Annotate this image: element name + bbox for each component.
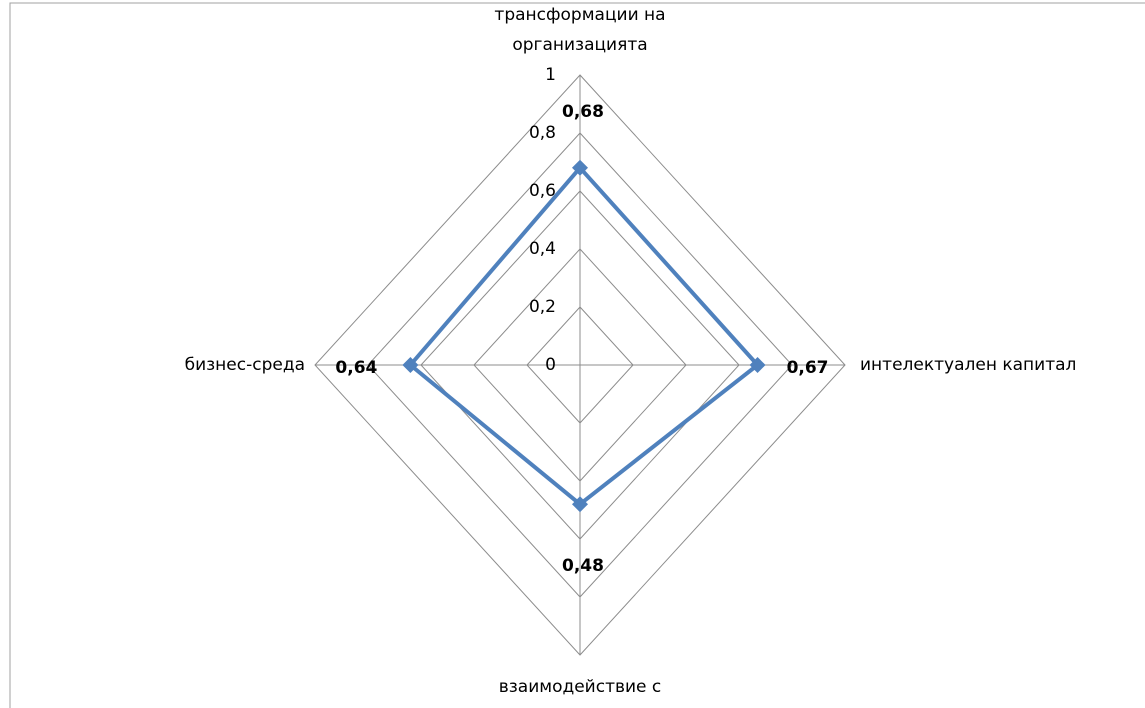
data-label: 0,48 bbox=[562, 556, 604, 576]
series-line bbox=[408, 165, 760, 507]
data-label: 0,68 bbox=[562, 102, 604, 122]
category-label: бизнес-среда bbox=[184, 355, 305, 375]
tick-label: 0 bbox=[545, 355, 556, 375]
tick-label: 1 bbox=[545, 65, 556, 85]
category-label: трансформации на организацията bbox=[494, 5, 666, 55]
point-marker bbox=[572, 496, 588, 513]
point-marker bbox=[749, 357, 766, 373]
category-label: интелектуален капитал bbox=[860, 355, 1077, 375]
category-label: взаимодействие с bbox=[498, 677, 662, 697]
tick-label: 0,6 bbox=[529, 181, 556, 201]
tick-label: 0,2 bbox=[529, 297, 556, 317]
point-marker bbox=[402, 357, 419, 373]
data-label: 0,67 bbox=[787, 358, 829, 378]
tick-label: 0,4 bbox=[529, 239, 556, 259]
point-marker bbox=[572, 159, 588, 176]
data-label: 0,64 bbox=[335, 358, 377, 378]
tick-label: 0,8 bbox=[529, 123, 556, 143]
chart-frame bbox=[9, 2, 1145, 708]
